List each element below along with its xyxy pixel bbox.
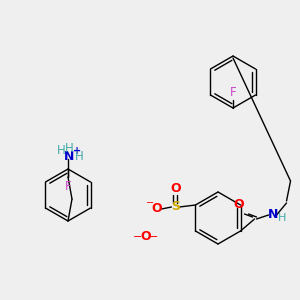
Text: O: O <box>151 202 162 215</box>
Text: −: − <box>149 232 159 242</box>
Text: H: H <box>64 142 74 154</box>
Text: N: N <box>268 208 279 221</box>
Text: −: − <box>146 198 154 208</box>
Text: N: N <box>64 151 74 164</box>
Text: S: S <box>171 200 180 214</box>
Text: F: F <box>65 179 71 193</box>
Text: H: H <box>278 213 287 223</box>
Text: H: H <box>57 145 65 158</box>
Text: O: O <box>233 199 244 212</box>
Text: H: H <box>75 151 83 164</box>
Text: −: − <box>133 232 143 242</box>
Text: O: O <box>141 230 151 244</box>
Text: F: F <box>230 85 236 98</box>
Text: +: + <box>73 146 81 156</box>
Text: O: O <box>170 182 181 194</box>
